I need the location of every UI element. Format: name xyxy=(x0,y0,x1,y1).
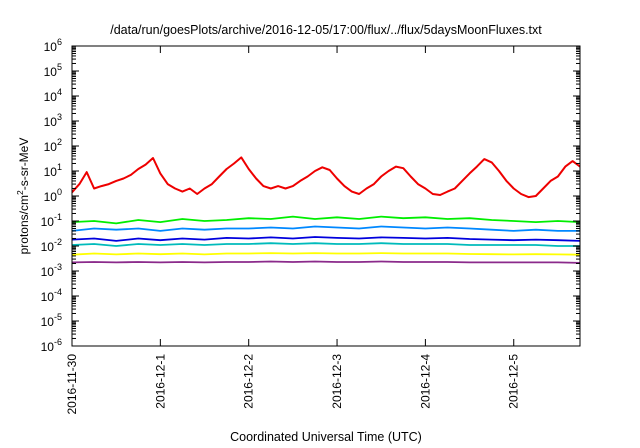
x-tick-label: 2016-11-30 xyxy=(65,354,79,415)
y-tick-label: 10-6 xyxy=(41,337,62,354)
x-tick-label: 2016-12-5 xyxy=(507,354,521,409)
x-tick-label: 2016-12-2 xyxy=(242,354,256,409)
y-tick-label: 101 xyxy=(44,162,62,179)
y-axis-ticks: 10-6 10-5 10-4 10-3 10-2 10-1 100 101 102 103 104 1… xyxy=(41,37,580,354)
series-line-4 xyxy=(72,236,580,242)
series-layer xyxy=(72,156,580,264)
x-axis-ticks: 2016-11-30 2016-12-1 2016-12-2 2016-12-3 201… xyxy=(65,46,521,415)
series-line-3 xyxy=(72,225,580,232)
x-tick-label: 2016-12-4 xyxy=(418,354,432,409)
series-line-1 xyxy=(72,156,580,199)
y-tick-label: 102 xyxy=(44,137,62,154)
y-tick-label: 103 xyxy=(44,112,62,129)
y-tick-label: 10-4 xyxy=(41,287,62,304)
y-tick-label: 100 xyxy=(44,187,62,204)
y-tick-label: 10-2 xyxy=(41,237,62,254)
x-axis-label: Coordinated Universal Time (UTC) xyxy=(230,430,422,444)
series-line-6 xyxy=(72,252,580,256)
chart-title: /data/run/goesPlots/archive/2016-12-05/1… xyxy=(110,23,542,37)
y-tick-label: 10-3 xyxy=(41,262,62,279)
y-tick-label: 10-1 xyxy=(41,212,62,229)
x-tick-label: 2016-12-3 xyxy=(330,354,344,409)
series-line-5 xyxy=(72,242,580,247)
y-tick-label: 106 xyxy=(44,37,62,54)
y-tick-label: 105 xyxy=(44,62,62,79)
y-axis-label: protons/cm2-s-sr-MeV xyxy=(15,138,31,255)
y-tick-label: 104 xyxy=(44,87,62,104)
x-tick-label: 2016-12-1 xyxy=(153,354,167,409)
y-tick-label: 10-5 xyxy=(41,312,62,329)
series-line-2 xyxy=(72,215,580,225)
series-line-7 xyxy=(72,260,580,264)
